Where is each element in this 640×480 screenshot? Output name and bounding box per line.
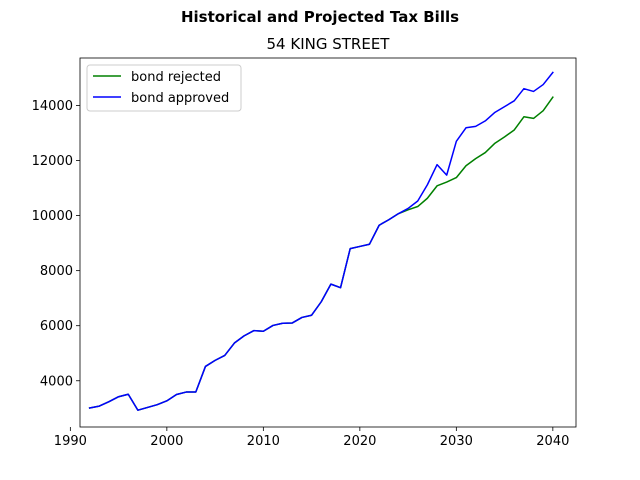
chart-title: 54 KING STREET <box>267 35 391 53</box>
y-tick-label: 8000 <box>40 264 73 279</box>
y-tick-label: 6000 <box>40 319 73 334</box>
series-line-bond-rejected <box>88 96 554 411</box>
x-tick-label: 2000 <box>150 434 183 449</box>
plot-frame <box>79 57 577 428</box>
x-tick-label: 2010 <box>247 434 280 449</box>
axes-layer: 1990 2000 2010 2020 2030 2040 4000 6000 8000 1000… <box>32 99 570 449</box>
series-layer <box>88 71 554 411</box>
y-tick-label: 10000 <box>32 209 73 224</box>
legend-box <box>86 64 242 112</box>
chart-suptitle: Historical and Projected Tax Bills <box>181 8 459 26</box>
series-line-bond-approved <box>88 71 554 411</box>
y-tick-label: 12000 <box>32 154 73 169</box>
x-tick-label: 1990 <box>54 434 87 449</box>
legend: bond rejected bond approved <box>86 64 242 112</box>
y-tick-label: 4000 <box>40 374 73 389</box>
x-tick-label: 2040 <box>536 434 569 449</box>
legend-label-bond-rejected: bond rejected <box>131 70 221 85</box>
x-tick-label: 2020 <box>343 434 376 449</box>
y-tick-label: 14000 <box>32 99 73 114</box>
legend-label-bond-approved: bond approved <box>131 91 229 106</box>
x-tick-label: 2030 <box>440 434 473 449</box>
